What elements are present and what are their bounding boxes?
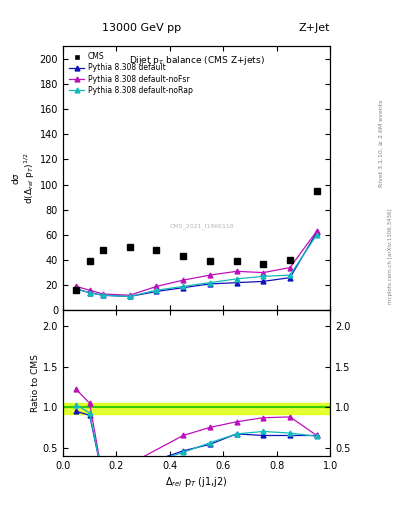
Text: 13000 GeV pp: 13000 GeV pp (102, 23, 181, 33)
Pythia 8.308 default-noFsr (74, 283, 79, 289)
Line: Pythia 8.308 default-noFsr: Pythia 8.308 default-noFsr (74, 229, 319, 297)
Text: Rivet 3.1.10, ≥ 2.6M events: Rivet 3.1.10, ≥ 2.6M events (379, 100, 384, 187)
Pythia 8.308 default-noRap (314, 232, 319, 238)
Pythia 8.308 default-noFsr (288, 265, 292, 271)
Line: Pythia 8.308 default-noRap: Pythia 8.308 default-noRap (74, 232, 319, 299)
Legend: CMS, Pythia 8.308 default, Pythia 8.308 default-noFsr, Pythia 8.308 default-noRa: CMS, Pythia 8.308 default, Pythia 8.308 … (67, 50, 195, 97)
Pythia 8.308 default (181, 285, 185, 291)
Pythia 8.308 default (87, 290, 92, 296)
Pythia 8.308 default-noRap (74, 286, 79, 292)
Pythia 8.308 default-noFsr (208, 272, 212, 278)
Y-axis label: Ratio to CMS: Ratio to CMS (31, 354, 40, 412)
Pythia 8.308 default-noRap (234, 276, 239, 282)
Pythia 8.308 default-noFsr (234, 268, 239, 274)
Pythia 8.308 default-noFsr (127, 292, 132, 298)
Pythia 8.308 default (74, 286, 79, 292)
Pythia 8.308 default-noRap (181, 283, 185, 289)
Pythia 8.308 default-noFsr (87, 287, 92, 293)
Text: Dijet p$_T$ balance (CMS Z+jets): Dijet p$_T$ balance (CMS Z+jets) (129, 54, 264, 67)
Pythia 8.308 default (288, 274, 292, 281)
Line: Pythia 8.308 default: Pythia 8.308 default (74, 230, 319, 299)
Text: Z+Jet: Z+Jet (299, 23, 330, 33)
X-axis label: $\Delta_{rel}$ p$_T$ (j1,j2): $\Delta_{rel}$ p$_T$ (j1,j2) (165, 475, 228, 489)
Pythia 8.308 default-noFsr (261, 269, 266, 275)
Pythia 8.308 default (127, 293, 132, 300)
Pythia 8.308 default (154, 288, 159, 294)
Pythia 8.308 default (234, 280, 239, 286)
Pythia 8.308 default-noRap (127, 293, 132, 300)
Pythia 8.308 default (208, 281, 212, 287)
Pythia 8.308 default-noRap (208, 280, 212, 286)
Pythia 8.308 default (101, 292, 105, 298)
Pythia 8.308 default-noRap (154, 287, 159, 293)
Pythia 8.308 default-noRap (288, 272, 292, 278)
Pythia 8.308 default (314, 229, 319, 236)
Pythia 8.308 default-noFsr (101, 291, 105, 297)
Pythia 8.308 default-noRap (101, 292, 105, 298)
Bar (63, 403, 330, 414)
Pythia 8.308 default-noFsr (314, 228, 319, 234)
Pythia 8.308 default (261, 279, 266, 285)
Pythia 8.308 default-noFsr (154, 283, 159, 289)
Y-axis label: dσ
d(Δ$_{rel}$ p$_T$)$^{1/2}$: dσ d(Δ$_{rel}$ p$_T$)$^{1/2}$ (11, 153, 37, 204)
Pythia 8.308 default-noFsr (181, 277, 185, 283)
Text: mcplots.cern.ch [arXiv:1306.3436]: mcplots.cern.ch [arXiv:1306.3436] (388, 208, 393, 304)
Pythia 8.308 default-noRap (87, 290, 92, 296)
Text: CMS_2021_I1866118: CMS_2021_I1866118 (169, 223, 234, 229)
Pythia 8.308 default-noRap (261, 273, 266, 280)
